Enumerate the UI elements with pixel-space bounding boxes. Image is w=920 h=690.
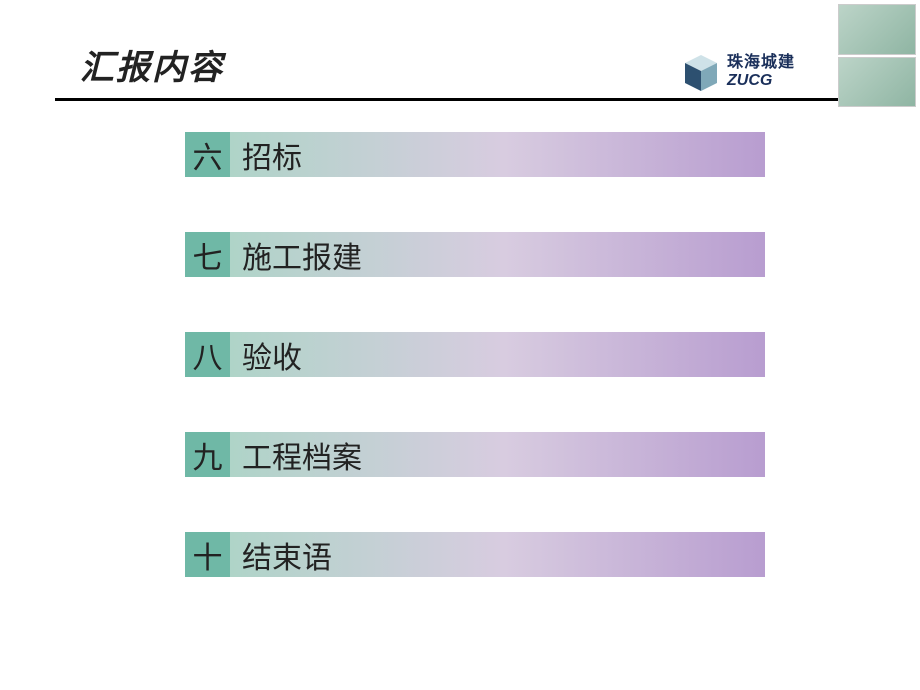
toc-label: 招标 (230, 132, 765, 177)
toc-number: 十 (185, 532, 230, 577)
toc-row: 七施工报建 (185, 232, 765, 277)
toc-number: 六 (185, 132, 230, 177)
toc-row: 六招标 (185, 132, 765, 177)
brand-logo: 珠海城建 ZUCG (677, 48, 832, 98)
brand-en: ZUCG (727, 71, 795, 90)
logo-sidebar (837, 3, 917, 108)
logo-image-bottom (838, 57, 916, 108)
toc-number: 七 (185, 232, 230, 277)
toc-row: 九工程档案 (185, 432, 765, 477)
toc-label: 结束语 (230, 532, 765, 577)
toc-row: 八验收 (185, 332, 765, 377)
toc-label: 验收 (230, 332, 765, 377)
toc-list: 六招标七施工报建八验收九工程档案十结束语 (185, 132, 765, 632)
brand-text: 珠海城建 ZUCG (727, 55, 795, 90)
toc-row: 十结束语 (185, 532, 765, 577)
brand-cn: 珠海城建 (727, 55, 795, 71)
logo-image-top (838, 4, 916, 55)
brand-cube-icon (681, 53, 721, 93)
toc-label: 施工报建 (230, 232, 765, 277)
toc-number: 八 (185, 332, 230, 377)
title-rule (55, 98, 890, 101)
toc-number: 九 (185, 432, 230, 477)
toc-label: 工程档案 (230, 432, 765, 477)
